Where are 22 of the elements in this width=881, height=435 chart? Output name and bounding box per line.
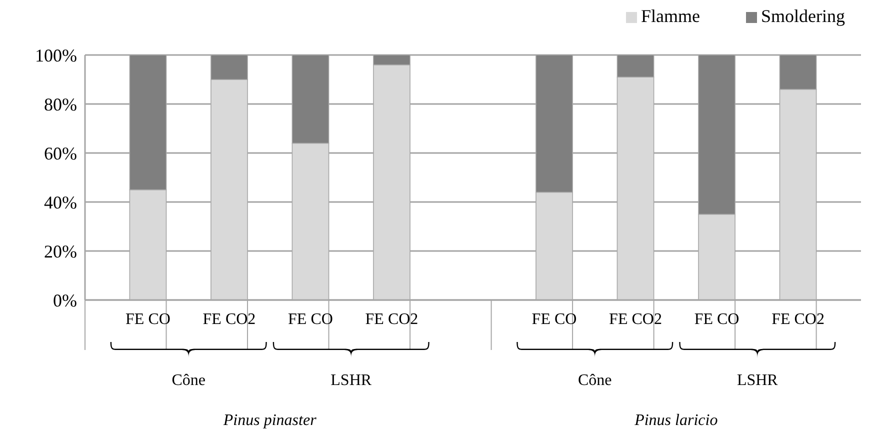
text: Cône <box>172 372 206 389</box>
x-tick-label: FE CO <box>532 311 577 328</box>
y-tick-label: 40% <box>44 192 77 212</box>
x-tick-label: FE CO <box>694 311 740 328</box>
text: Cône <box>578 372 612 389</box>
x-tick-label: FE CO2 <box>609 311 662 328</box>
y-tick-label: 60% <box>44 143 77 164</box>
legend-label: Flamme <box>641 6 700 26</box>
y-tick-label: 0% <box>53 290 77 310</box>
x-tick-label: FE CO <box>126 311 170 328</box>
x-tick-label: FE CO <box>288 311 333 328</box>
y-tick-label: 100% <box>35 45 77 66</box>
text: Pinus pinaster <box>222 412 318 429</box>
text: LSHR <box>736 372 778 389</box>
legend-label: Smoldering <box>761 6 845 26</box>
x-tick-label: FE CO2 <box>202 311 256 328</box>
x-tick-label: FE CO2 <box>772 311 824 328</box>
text: Pinus laricio <box>634 412 718 429</box>
x-tick-label: FE CO2 <box>365 311 418 328</box>
y-tick-label: 80% <box>44 94 77 114</box>
text: LSHR <box>330 372 372 389</box>
y-tick-label: 20% <box>44 241 77 262</box>
